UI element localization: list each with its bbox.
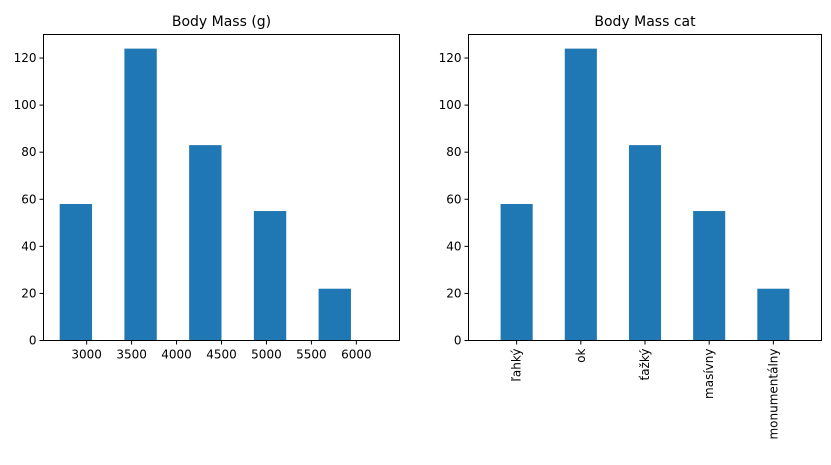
x-tick-label: masívny (702, 349, 716, 399)
histogram-bar (189, 145, 222, 341)
x-tick-label: 5500 (296, 348, 327, 362)
x-tick-label: ok (574, 348, 588, 362)
y-tick-label: 120 (439, 51, 462, 65)
y-tick-label: 20 (446, 286, 461, 300)
histogram-bar (59, 203, 93, 341)
y-axis: 0 20 40 60 80 100 120 (14, 51, 44, 348)
y-tick-label: 80 (21, 145, 36, 159)
x-tick-label: 5000 (251, 348, 282, 362)
y-tick-label: 0 (29, 334, 37, 348)
x-tick-label: 3000 (71, 348, 102, 362)
x-tick-label: 4500 (206, 348, 237, 362)
y-tick-label: 20 (21, 286, 36, 300)
bar-chart-body-mass-cat: Body Mass cat 0 20 40 60 80 100 120 ľahký ok ťaž… (439, 14, 822, 440)
y-tick-label: 80 (446, 145, 461, 159)
y-tick-label: 60 (446, 192, 461, 206)
axes-frame (43, 34, 400, 341)
x-tick-label: 3500 (116, 348, 147, 362)
chart-title: Body Mass cat (594, 14, 696, 30)
x-tick-label: 4000 (161, 348, 192, 362)
bar (628, 145, 662, 341)
bars (500, 48, 790, 341)
x-axis: 3000 3500 4000 4500 5000 5500 6000 (71, 340, 372, 362)
histogram-body-mass: Body Mass (g) 0 20 40 60 80 100 120 3000 3500 40… (14, 14, 400, 362)
bar (693, 211, 726, 341)
x-tick-label: ľahký (510, 349, 524, 382)
x-tick-label: monumentálny (766, 349, 780, 440)
y-tick-label: 60 (21, 192, 36, 206)
y-tick-label: 40 (446, 239, 461, 253)
bar (564, 48, 597, 341)
x-tick-label: ťažký (638, 349, 652, 381)
histogram-bar (124, 48, 157, 341)
y-tick-label: 0 (454, 334, 462, 348)
bars (59, 48, 351, 341)
x-axis: ľahký ok ťažký masívny monumentálny (510, 340, 780, 440)
y-tick-label: 120 (14, 51, 37, 65)
chart-title: Body Mass (g) (172, 14, 271, 30)
histogram-bar (318, 288, 351, 341)
histogram-bar (253, 211, 287, 341)
y-tick-label: 100 (14, 98, 37, 112)
x-tick-label: 6000 (341, 348, 372, 362)
y-tick-label: 40 (21, 239, 36, 253)
axes-frame (468, 34, 822, 341)
y-tick-label: 100 (439, 98, 462, 112)
bar (500, 203, 533, 341)
bar (757, 288, 790, 341)
y-axis: 0 20 40 60 80 100 120 (439, 51, 469, 348)
